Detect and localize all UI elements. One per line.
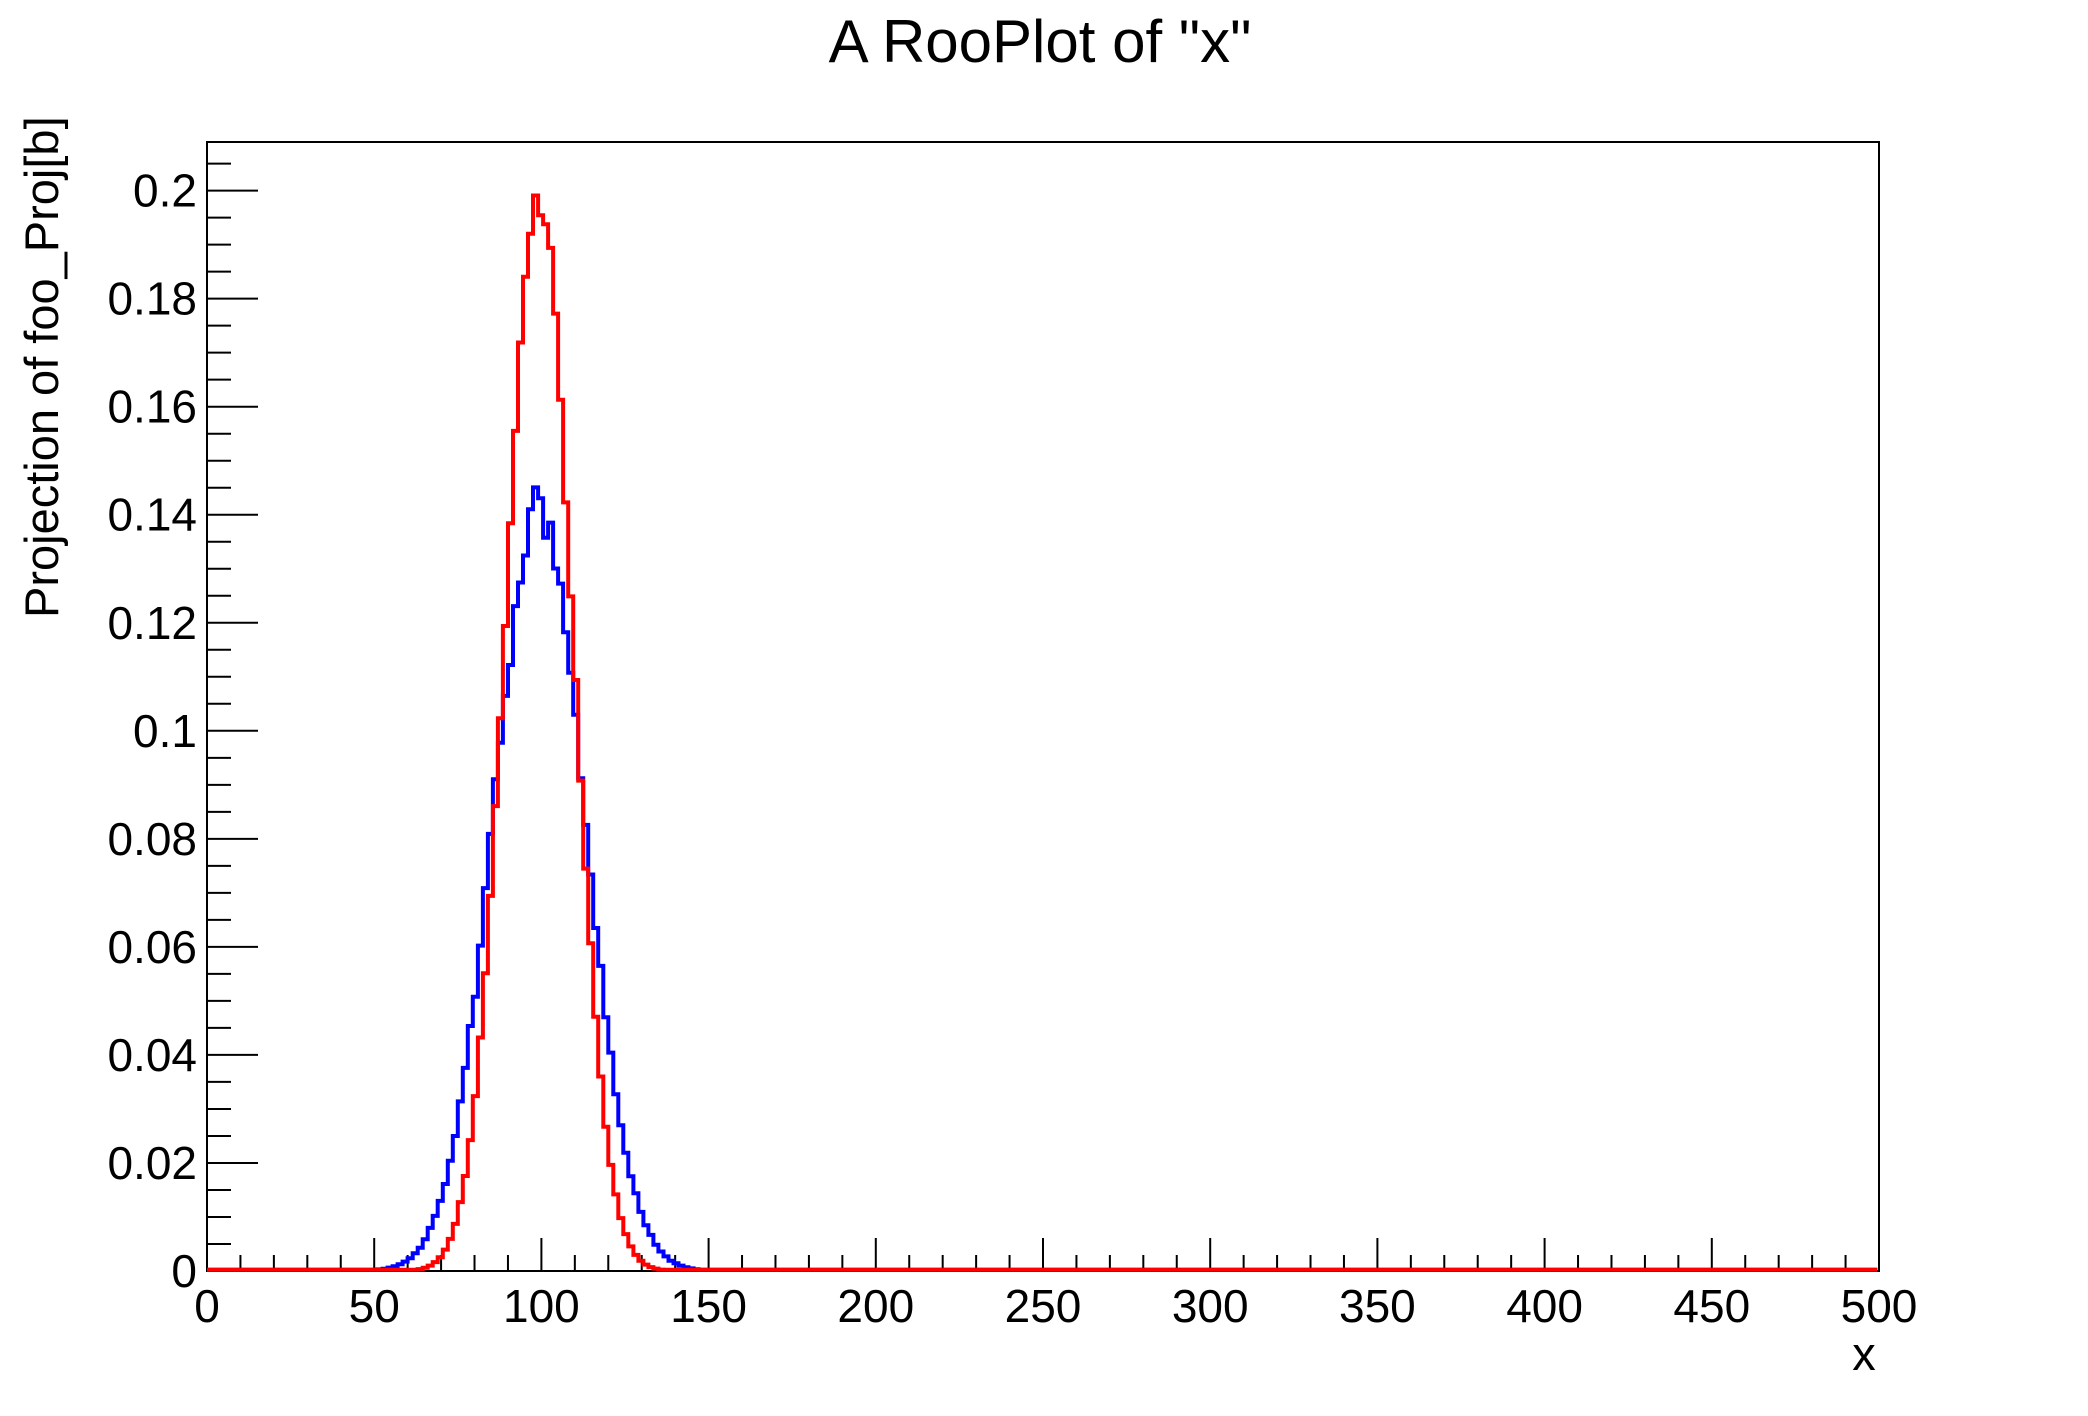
y-tick-label: 0.02: [107, 1137, 197, 1189]
red-curve-path: [207, 193, 1878, 1272]
y-tick-label: 0.14: [107, 489, 197, 541]
y-tick-label: 0: [171, 1245, 197, 1297]
y-tick-label: 0.2: [133, 165, 197, 217]
x-tick-label: 150: [670, 1280, 747, 1332]
y-axis-title: Projection of foo_Proj[b]: [15, 116, 68, 618]
axis-tick-labels: 0 50 100 150 200 250 300 350 400 450 500 0 0.02 0.04 0…: [107, 165, 1917, 1332]
x-tick-label: 50: [349, 1280, 400, 1332]
x-tick-label: 450: [1673, 1280, 1750, 1332]
y-tick-label: 0.16: [107, 381, 197, 433]
x-tick-label: 100: [503, 1280, 580, 1332]
y-tick-label: 0.06: [107, 921, 197, 973]
x-tick-label: 300: [1172, 1280, 1249, 1332]
plot-title: A RooPlot of "x": [829, 8, 1252, 75]
x-tick-label: 500: [1841, 1280, 1918, 1332]
y-tick-label: 0.1: [133, 705, 197, 757]
y-tick-label: 0.04: [107, 1029, 197, 1081]
x-tick-label: 200: [837, 1280, 914, 1332]
y-tick-label: 0.18: [107, 273, 197, 325]
x-axis-title: x: [1852, 1327, 1876, 1380]
blue-curve-path: [207, 485, 1878, 1272]
x-tick-label: 250: [1005, 1280, 1082, 1332]
x-tick-label: 400: [1506, 1280, 1583, 1332]
x-tick-label: 350: [1339, 1280, 1416, 1332]
y-tick-label: 0.12: [107, 597, 197, 649]
x-tick-label: 0: [194, 1280, 220, 1332]
pdf-curves: [207, 193, 1878, 1272]
y-tick-label: 0.08: [107, 813, 197, 865]
